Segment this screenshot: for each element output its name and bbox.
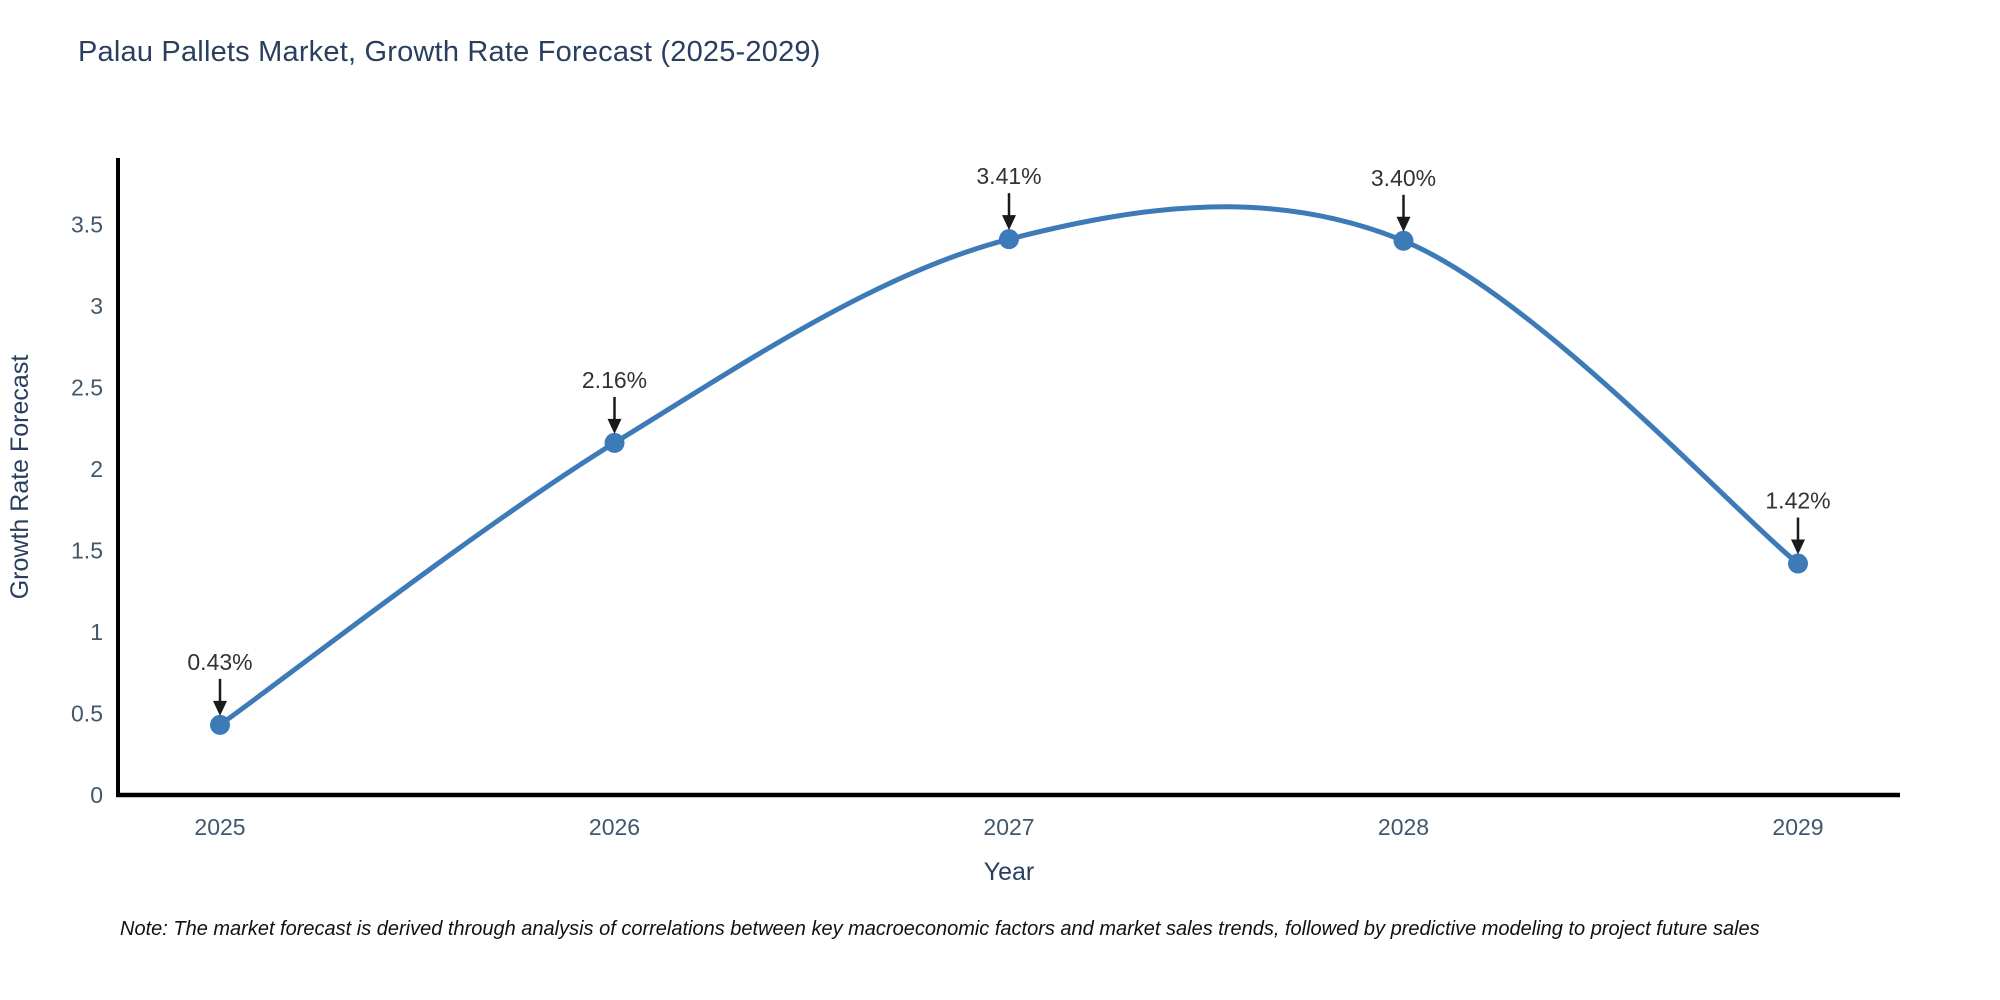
x-tick-label: 2028: [1378, 814, 1429, 840]
point-annotation-label: 1.42%: [1765, 488, 1830, 514]
point-annotation-label: 0.43%: [187, 649, 252, 675]
y-tick-label: 3: [90, 293, 103, 319]
y-axis-title: Growth Rate Forecast: [6, 355, 34, 600]
y-tick-label: 2.5: [71, 375, 103, 401]
x-tick-label: 2026: [589, 814, 640, 840]
annotation-arrowhead: [1002, 215, 1016, 231]
y-tick-label: 1.5: [71, 538, 103, 564]
y-tick-label: 1: [90, 619, 103, 645]
annotation-arrowhead: [607, 418, 622, 434]
x-tick-label: 2027: [983, 814, 1034, 840]
y-tick-label: 0: [90, 782, 103, 808]
data-point-marker: [1788, 553, 1808, 574]
annotation-arrowhead: [1396, 216, 1411, 232]
point-annotation-label: 3.40%: [1371, 165, 1436, 191]
annotation-arrowhead: [213, 700, 227, 716]
y-tick-label: 2: [90, 456, 103, 482]
point-annotation-label: 3.41%: [976, 163, 1041, 189]
footnote: Note: The market forecast is derived thr…: [120, 918, 1760, 940]
point-annotation-label: 2.16%: [582, 367, 647, 393]
forecast-line: [217, 204, 1801, 728]
y-tick-label: 3.5: [71, 212, 103, 238]
data-point-marker: [1393, 230, 1414, 251]
x-axis-title: Year: [984, 858, 1035, 886]
x-tick-label: 2029: [1772, 814, 1823, 840]
chart-title: Palau Pallets Market, Growth Rate Foreca…: [78, 36, 821, 68]
y-tick-label: 0.5: [71, 701, 103, 727]
data-point-marker: [999, 229, 1019, 250]
data-point-marker: [604, 432, 625, 453]
annotation-arrowhead: [1791, 539, 1805, 555]
data-point-marker: [210, 714, 230, 735]
x-tick-label: 2025: [194, 814, 245, 840]
